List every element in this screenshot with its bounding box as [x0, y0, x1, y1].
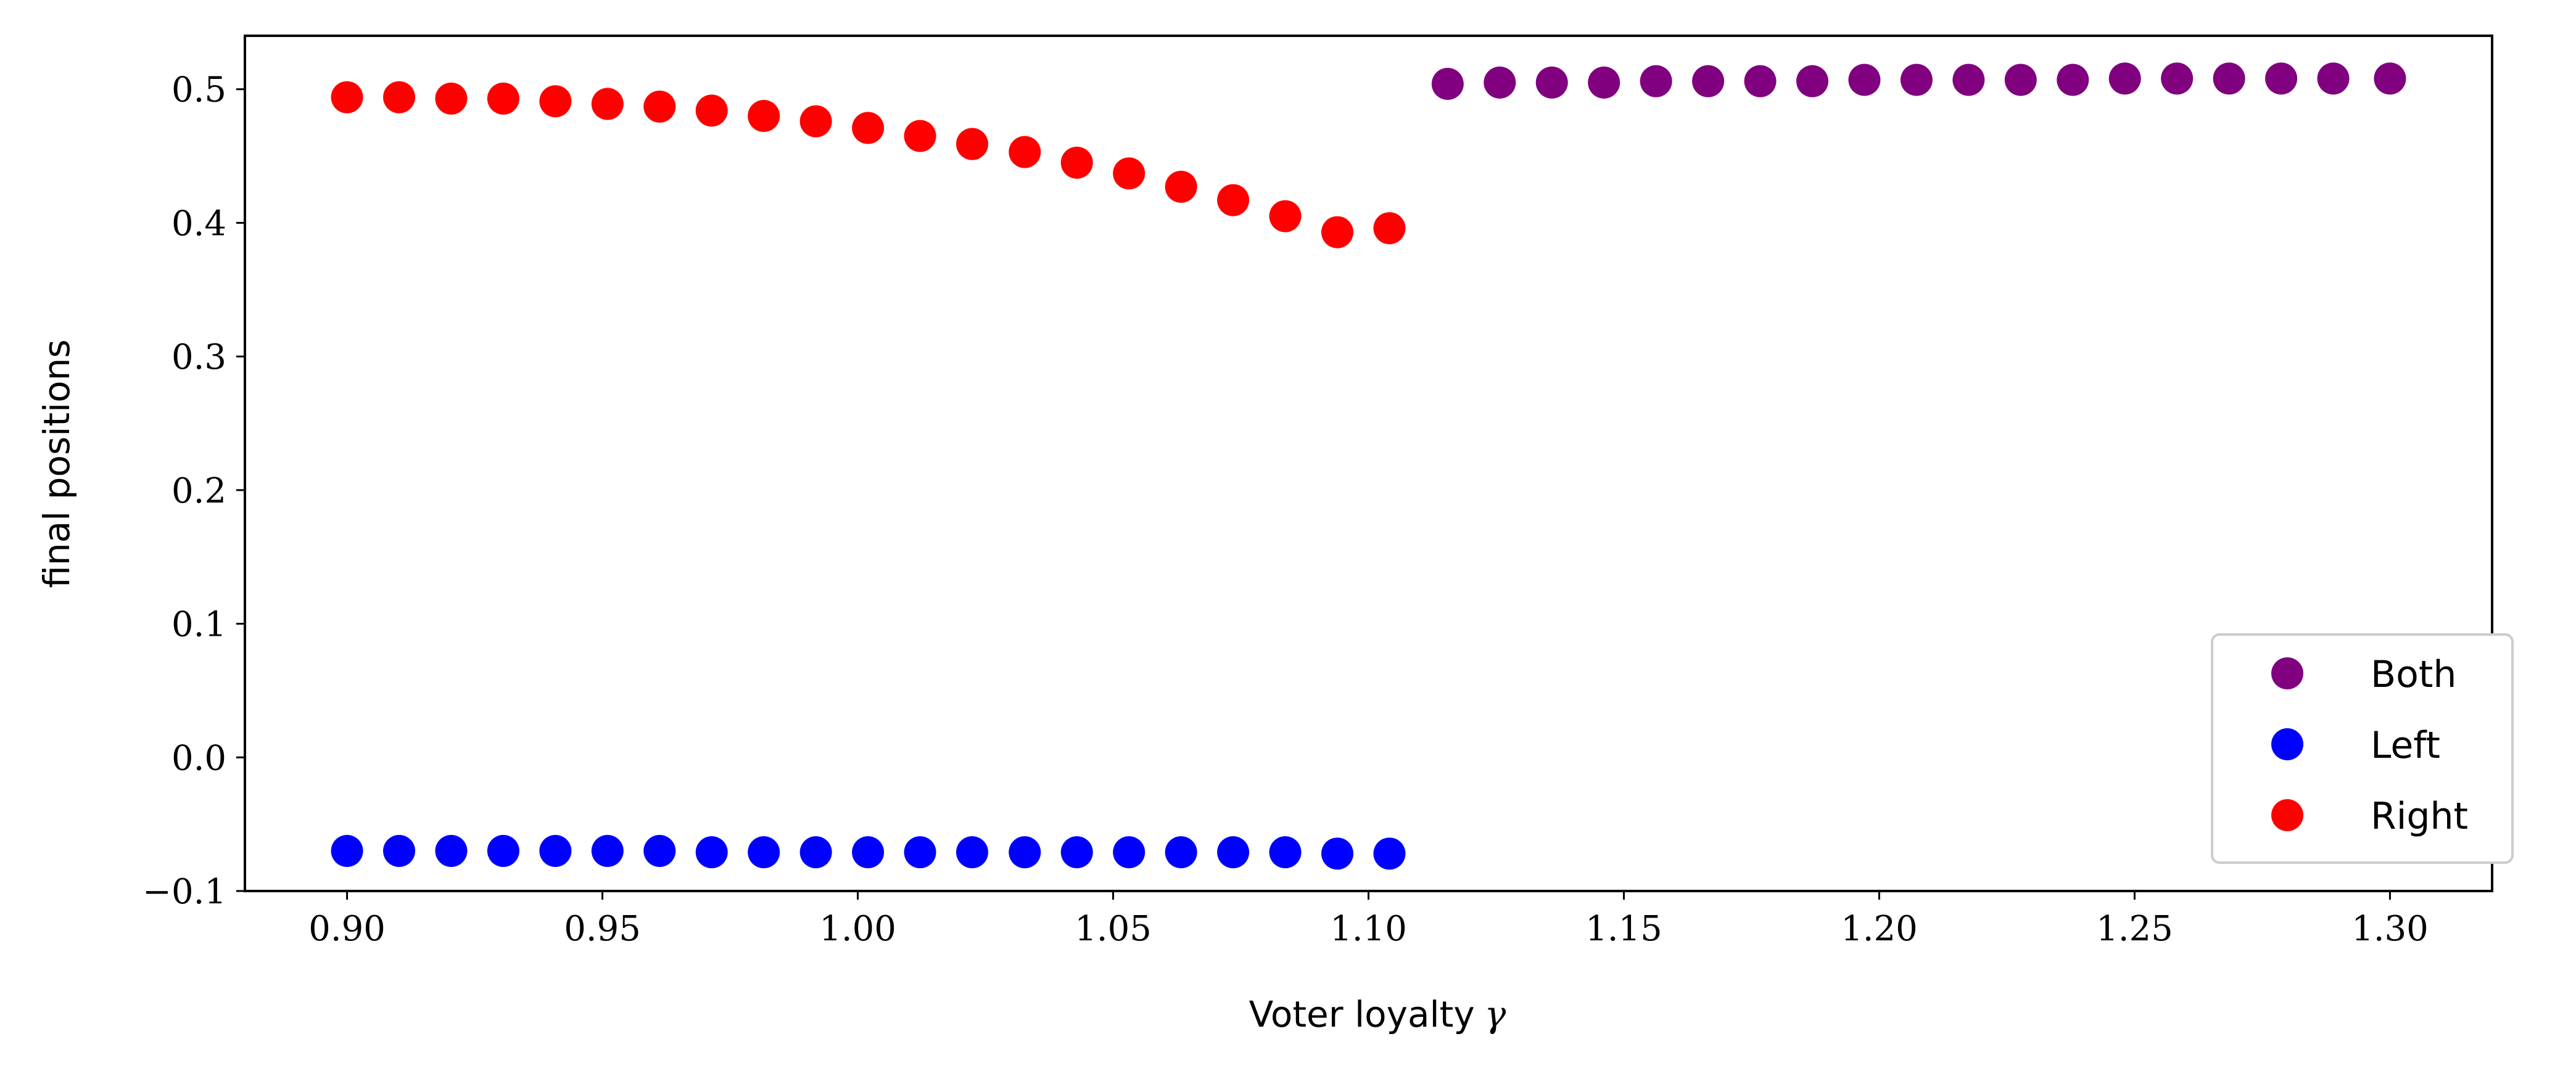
x-tick-label: 1.00: [819, 909, 896, 949]
x-tick-label: 1.05: [1075, 909, 1152, 949]
point-left: [591, 834, 624, 867]
plot-area: [244, 35, 2493, 892]
point-left: [331, 834, 363, 867]
point-both: [2374, 62, 2406, 95]
point-right: [1269, 200, 1302, 232]
point-right: [1373, 212, 1406, 245]
y-tick-label: 0.3: [171, 337, 226, 377]
point-left: [1373, 837, 1406, 870]
point-left: [799, 836, 832, 869]
x-axis: 0.90 0.95 1.00 1.05 1.10 1.15 1.20 1.25 1.30: [308, 891, 2429, 949]
point-left: [435, 834, 468, 867]
point-left: [956, 836, 989, 869]
point-right: [904, 120, 936, 152]
point-right: [383, 81, 416, 113]
point-both: [2161, 62, 2194, 95]
point-right: [1165, 170, 1197, 203]
point-right: [487, 82, 519, 115]
y-tick-label: 0.5: [171, 70, 226, 110]
point-right: [748, 100, 780, 133]
x-tick-label: 0.95: [564, 909, 641, 949]
y-tick-label: −0.1: [142, 872, 226, 912]
point-left: [643, 834, 676, 867]
point-both: [2004, 64, 2037, 96]
point-right: [1113, 157, 1146, 190]
point-right: [695, 94, 728, 127]
point-right: [1217, 184, 1250, 216]
point-right: [539, 85, 572, 118]
point-right: [331, 81, 363, 113]
x-tick-label: 1.25: [2096, 909, 2173, 949]
legend-label-both: Both: [2371, 653, 2456, 696]
point-left: [695, 836, 728, 869]
point-left: [1060, 836, 1093, 869]
point-both: [2057, 64, 2089, 96]
point-both: [1848, 64, 1881, 96]
x-tick-label: 1.10: [1330, 909, 1407, 949]
point-left: [383, 834, 416, 867]
point-right: [852, 112, 885, 144]
point-right: [1321, 216, 1353, 248]
y-tick-label: 0.1: [171, 605, 226, 645]
point-both: [1431, 68, 1464, 101]
point-both: [1744, 65, 1777, 97]
point-left: [748, 836, 780, 869]
point-both: [1952, 64, 1985, 96]
point-both: [2213, 62, 2245, 95]
point-both: [2265, 62, 2298, 95]
legend-marker-left: [2271, 728, 2303, 760]
point-right: [1060, 146, 1093, 179]
point-left: [539, 834, 572, 867]
point-right: [799, 105, 832, 138]
x-tick-label: 0.90: [308, 909, 386, 949]
x-tick-label: 1.15: [1585, 909, 1662, 949]
point-left: [852, 836, 885, 869]
y-tick-label: 0.2: [171, 471, 226, 511]
point-both: [1796, 65, 1828, 97]
legend-marker-right: [2271, 799, 2303, 831]
x-axis-label-text: Voter loyalty: [1249, 993, 1475, 1035]
point-left: [1217, 836, 1250, 869]
point-right: [956, 128, 989, 160]
series-points: [331, 62, 2406, 870]
y-axis-label: final positions: [36, 339, 78, 588]
point-left: [1009, 836, 1041, 869]
y-tick-label: 0.4: [171, 203, 226, 244]
point-both: [2108, 62, 2141, 95]
point-both: [1900, 64, 1933, 96]
x-tick-label: 1.30: [2351, 909, 2429, 949]
point-right: [591, 88, 624, 120]
point-both: [1692, 65, 1725, 97]
x-axis-label-symbol: γ: [1485, 993, 1506, 1035]
point-right: [643, 90, 676, 123]
x-tick-label: 1.20: [1841, 909, 1918, 949]
point-left: [1113, 836, 1146, 869]
y-tick-label: 0.0: [171, 738, 226, 778]
point-left: [487, 834, 519, 867]
point-both: [2317, 62, 2350, 95]
point-left: [904, 836, 936, 869]
point-both: [1640, 65, 1672, 97]
point-left: [1165, 836, 1197, 869]
x-axis-label: Voter loyalty γ: [1249, 993, 1506, 1035]
legend: Both Left Right: [2211, 633, 2514, 864]
point-left: [1269, 836, 1302, 869]
point-left: [1321, 837, 1353, 870]
point-right: [1009, 136, 1041, 168]
point-both: [1588, 66, 1620, 99]
point-both: [1484, 66, 1516, 99]
point-right: [435, 82, 468, 115]
point-both: [1535, 66, 1568, 99]
y-axis: −0.1 0.0 0.1 0.2 0.3 0.4 0.5: [142, 70, 245, 912]
legend-marker-both: [2271, 657, 2303, 689]
legend-label-right: Right: [2371, 795, 2468, 838]
legend-label-left: Left: [2371, 724, 2440, 767]
